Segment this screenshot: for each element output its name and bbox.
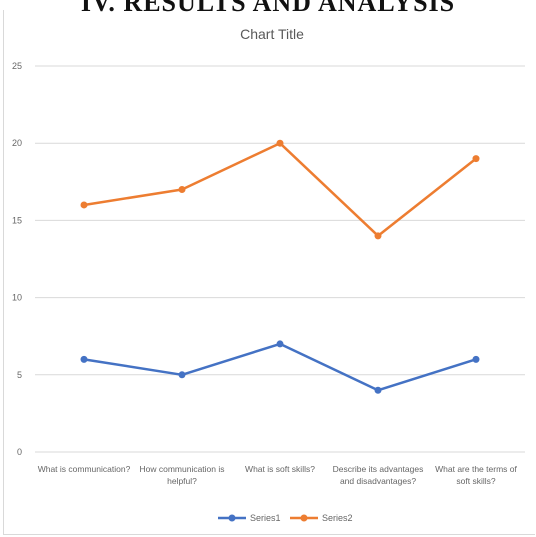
series-series2 bbox=[80, 139, 480, 240]
legend-item: Series1 bbox=[218, 513, 281, 523]
x-category-label: What is soft skills? bbox=[245, 464, 315, 474]
section-heading: IV. RESULTS AND ANALYSIS bbox=[80, 0, 456, 17]
data-point bbox=[276, 340, 284, 348]
x-category-label: Describe its advantages and disadvantages… bbox=[333, 464, 424, 486]
data-point bbox=[276, 139, 284, 147]
y-tick-label: 25 bbox=[12, 61, 22, 71]
legend-swatch-marker bbox=[300, 514, 308, 522]
data-point bbox=[472, 155, 480, 163]
data-point bbox=[178, 186, 186, 194]
x-category-label: What are the terms of soft skills? bbox=[435, 464, 517, 486]
x-category-label: What is communication? bbox=[38, 464, 131, 474]
y-tick-label: 15 bbox=[12, 215, 22, 225]
legend-swatch-marker bbox=[228, 514, 236, 522]
x-category-label: How communication is helpful? bbox=[139, 464, 224, 486]
chart-title: Chart Title bbox=[240, 26, 304, 42]
data-point bbox=[80, 355, 88, 363]
y-axis-ticks: 0 5 10 15 20 25 bbox=[12, 61, 22, 457]
series-lines bbox=[80, 139, 480, 394]
y-tick-label: 5 bbox=[17, 370, 22, 380]
y-tick-label: 0 bbox=[17, 447, 22, 457]
legend-label: Series1 bbox=[250, 513, 281, 523]
data-point bbox=[178, 371, 186, 379]
chart-frame bbox=[3, 10, 535, 535]
y-tick-label: 10 bbox=[12, 293, 22, 303]
y-tick-label: 20 bbox=[12, 138, 22, 148]
legend-item: Series2 bbox=[290, 513, 353, 523]
data-point bbox=[374, 232, 382, 240]
gridlines bbox=[35, 65, 525, 453]
x-axis-categories: What is communication? How communication … bbox=[38, 464, 518, 486]
data-point bbox=[472, 355, 480, 363]
legend-label: Series2 bbox=[322, 513, 353, 523]
data-point bbox=[374, 386, 382, 394]
series-line bbox=[83, 342, 477, 392]
series-series1 bbox=[80, 340, 480, 394]
data-point bbox=[80, 201, 88, 209]
series-line bbox=[83, 141, 477, 238]
legend: Series1 Series2 bbox=[218, 513, 353, 523]
